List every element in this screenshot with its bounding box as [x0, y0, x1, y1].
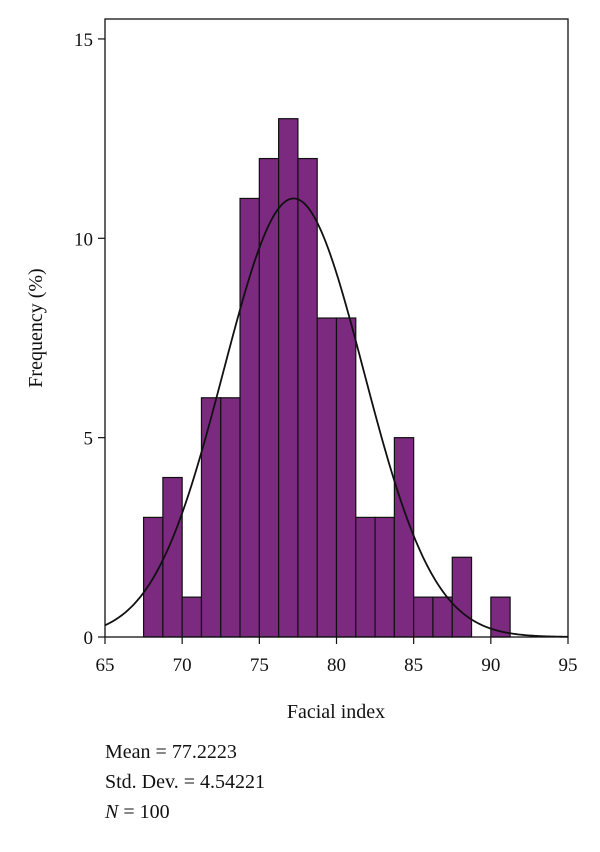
- x-tick-label: 80: [327, 655, 346, 676]
- histogram-bar: [393, 437, 415, 638]
- histogram-bar: [239, 197, 260, 638]
- histogram-bar: [162, 476, 183, 638]
- histogram-bar: [355, 516, 376, 638]
- x-tick-label: 70: [173, 655, 192, 676]
- y-tick-label: 15: [74, 30, 93, 51]
- std-dev-stat: Std. Dev. = 4.54221: [105, 771, 265, 793]
- histogram-bar: [451, 556, 473, 638]
- x-tick-label: 95: [559, 655, 578, 676]
- bars-layer: [142, 118, 511, 638]
- y-tick-label: 5: [84, 429, 94, 450]
- normal-curve: [104, 197, 569, 638]
- x-axis-title: Facial index: [287, 701, 385, 723]
- histogram-bar: [200, 397, 222, 638]
- y-axis-title: Frequency (%): [25, 268, 47, 387]
- histogram-bar: [220, 397, 241, 638]
- x-axis: 65 70 75 80 85 90 95: [96, 637, 578, 676]
- histogram-bar: [278, 118, 299, 638]
- histogram-bar: [297, 157, 318, 638]
- histogram-bar: [258, 157, 280, 638]
- y-axis: 0 5 10 15: [74, 30, 105, 649]
- x-tick-label: 85: [404, 655, 423, 676]
- histogram-bar: [335, 317, 357, 638]
- y-tick-label: 0: [84, 628, 94, 649]
- histogram-bar: [181, 596, 203, 638]
- histogram-bar: [432, 596, 453, 638]
- summary-statistics: Mean = 77.2223 Std. Dev. = 4.54221 N = 1…: [105, 737, 265, 827]
- histogram-bar: [413, 596, 434, 638]
- histogram-bar: [316, 317, 338, 638]
- x-tick-label: 65: [96, 655, 115, 676]
- n-value: = 100: [118, 801, 170, 823]
- histogram-bar: [374, 516, 395, 638]
- y-tick-label: 10: [74, 229, 93, 250]
- n-symbol: N: [105, 801, 119, 823]
- histogram-chart: 65 70 75 80 85 90 95 0 5 10 15 Facial index Frequ…: [25, 18, 578, 723]
- x-tick-label: 75: [250, 655, 269, 676]
- sample-size-stat: N = 100: [105, 797, 265, 827]
- x-tick-label: 90: [481, 655, 500, 676]
- mean-stat: Mean = 77.2223: [105, 741, 237, 763]
